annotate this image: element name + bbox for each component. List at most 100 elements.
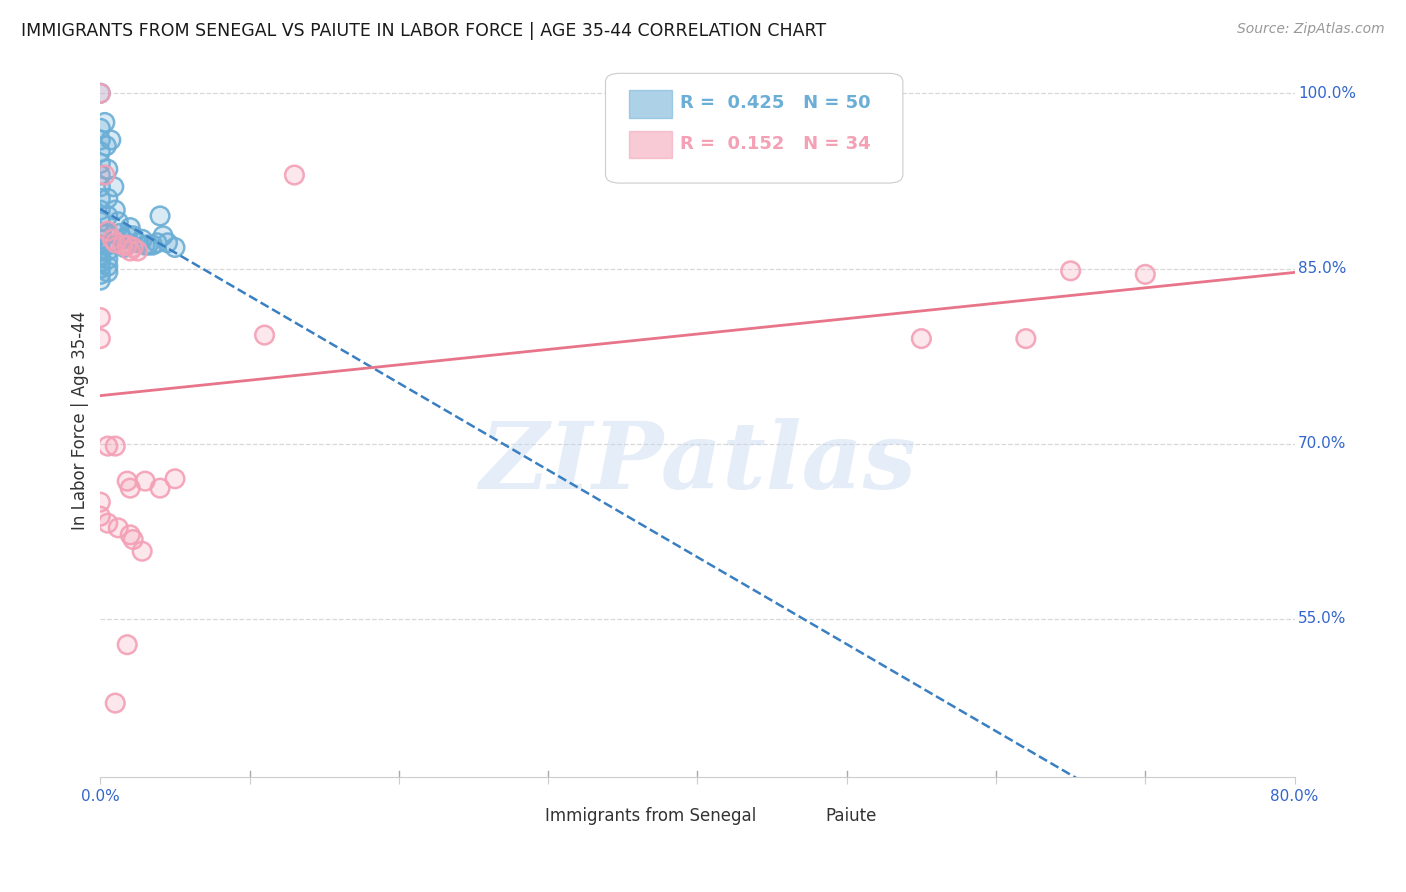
Point <box>107 521 129 535</box>
Point <box>152 228 174 243</box>
Point <box>146 235 169 250</box>
Point <box>156 235 179 250</box>
Point <box>104 203 127 218</box>
Point <box>131 544 153 558</box>
Point <box>112 240 135 254</box>
Point <box>120 481 142 495</box>
Y-axis label: In Labor Force | Age 35-44: In Labor Force | Age 35-44 <box>72 310 89 530</box>
Point <box>122 228 145 243</box>
Point <box>134 238 156 252</box>
Point <box>152 228 174 243</box>
Point <box>131 544 153 558</box>
Point <box>89 268 111 282</box>
Text: Source: ZipAtlas.com: Source: ZipAtlas.com <box>1237 22 1385 37</box>
FancyBboxPatch shape <box>785 804 815 828</box>
Point <box>89 145 111 159</box>
Text: Paiute: Paiute <box>825 807 876 825</box>
Point <box>97 439 120 453</box>
Point <box>97 238 120 252</box>
Point <box>97 265 120 279</box>
Point <box>97 162 120 177</box>
Point <box>89 133 111 147</box>
Point <box>115 228 138 243</box>
Point <box>89 87 111 101</box>
Point <box>142 238 165 252</box>
Point <box>120 528 142 542</box>
Point <box>115 238 138 252</box>
Point <box>89 495 111 509</box>
Point <box>111 232 134 246</box>
Point <box>253 328 276 343</box>
Point <box>97 191 120 205</box>
Point <box>97 238 120 252</box>
Point <box>122 533 145 547</box>
Point <box>89 250 111 264</box>
Point <box>103 179 125 194</box>
Point <box>1135 268 1157 282</box>
Point <box>115 474 138 488</box>
Point <box>101 232 124 246</box>
Point <box>115 638 138 652</box>
Point <box>111 238 134 252</box>
Point <box>108 227 131 241</box>
Point <box>89 168 111 182</box>
Point <box>89 244 111 258</box>
Point <box>111 238 134 252</box>
Point <box>156 235 179 250</box>
Point <box>89 203 111 218</box>
Point <box>283 168 305 182</box>
Point <box>112 240 135 254</box>
Point <box>89 232 111 246</box>
Text: 70.0%: 70.0% <box>1298 436 1347 451</box>
Point <box>122 228 145 243</box>
Point <box>89 156 111 170</box>
Point <box>136 238 159 252</box>
Point <box>89 273 111 287</box>
Point <box>89 156 111 170</box>
Point <box>1059 264 1081 278</box>
Point <box>1015 332 1038 346</box>
Point <box>1135 268 1157 282</box>
Point <box>127 244 149 258</box>
Point <box>94 115 117 129</box>
Point <box>122 240 145 254</box>
Point <box>103 179 125 194</box>
Point <box>96 138 118 153</box>
Point <box>97 191 120 205</box>
Point <box>115 638 138 652</box>
Point <box>127 235 149 250</box>
Point <box>115 228 138 243</box>
Point <box>89 121 111 136</box>
Point <box>89 191 111 205</box>
Point <box>89 87 111 101</box>
Point <box>89 145 111 159</box>
Point <box>163 472 186 486</box>
Point <box>104 203 127 218</box>
Point <box>1059 264 1081 278</box>
Point <box>134 474 156 488</box>
Point <box>910 332 932 346</box>
Point <box>134 238 156 252</box>
Point <box>97 244 120 258</box>
Point <box>115 474 138 488</box>
Point <box>89 121 111 136</box>
Point <box>89 244 111 258</box>
Point <box>104 696 127 710</box>
Point <box>89 261 111 276</box>
Point <box>127 244 149 258</box>
Point <box>131 232 153 246</box>
Point <box>104 696 127 710</box>
Point <box>120 481 142 495</box>
Point <box>94 168 117 182</box>
Point <box>97 227 120 241</box>
Point <box>94 115 117 129</box>
Point <box>163 240 186 254</box>
Point <box>89 310 111 325</box>
Point <box>104 235 127 250</box>
Point <box>120 220 142 235</box>
Point <box>89 227 111 241</box>
Point <box>97 439 120 453</box>
Point <box>131 232 153 246</box>
Point <box>89 238 111 252</box>
Text: R =  0.152   N = 34: R = 0.152 N = 34 <box>679 135 870 153</box>
